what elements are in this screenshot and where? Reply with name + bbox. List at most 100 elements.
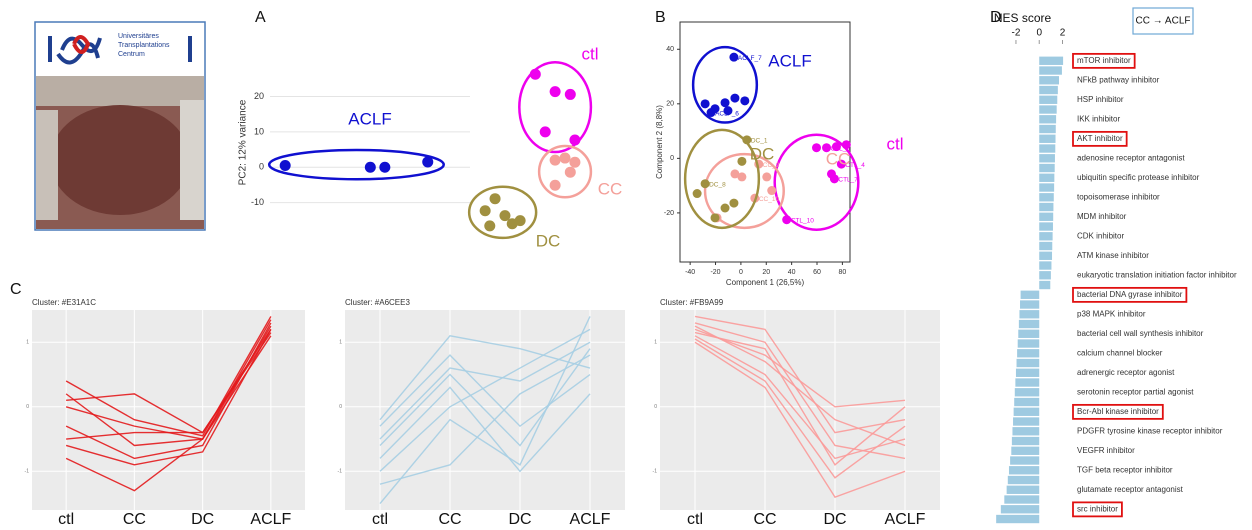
y-tick-label: -20	[664, 210, 674, 217]
point	[831, 142, 841, 152]
cluster-line	[379, 328, 591, 472]
category-label: topoisomerase inhibitor	[1077, 192, 1160, 201]
x-tick-label: -20	[710, 269, 720, 276]
category-label: Bcr-Abl kinase inhibitor	[1077, 407, 1159, 416]
point-label: CTL_10	[791, 217, 815, 224]
highlight-box	[1072, 52, 1136, 69]
panel-label: A	[255, 9, 266, 26]
x-tick-label: CC	[438, 511, 461, 528]
category-label: VEGFR inhibitor	[1077, 446, 1135, 455]
x-tick-label: 60	[813, 269, 821, 276]
bar	[1039, 280, 1051, 290]
x-tick-label: ctl	[372, 511, 388, 528]
category-label: NFkB pathway inhibitor	[1077, 75, 1160, 84]
point	[706, 108, 716, 118]
group-ellipse	[518, 61, 593, 154]
category-label: glutamate receptor antagonist	[1077, 485, 1184, 494]
point	[549, 179, 561, 191]
point	[729, 198, 739, 208]
point	[740, 96, 750, 106]
cluster-line	[65, 325, 272, 447]
category-label: adrenergic receptor agonist	[1077, 368, 1175, 377]
category-label: bacterial cell wall synthesis inhibitor	[1077, 329, 1204, 338]
point	[539, 126, 551, 138]
cluster-line	[379, 316, 591, 504]
bar	[1017, 339, 1040, 348]
cluster-line	[694, 338, 906, 479]
cluster-line	[65, 316, 272, 437]
cluster-title: Cluster: #A6CEE3	[345, 298, 410, 307]
annotation-box	[1132, 7, 1194, 35]
bar	[1012, 427, 1040, 436]
bar	[1007, 475, 1040, 485]
bar	[1018, 319, 1040, 329]
bar	[1039, 173, 1055, 182]
cluster-line	[694, 331, 906, 466]
point	[836, 159, 846, 169]
bar	[1016, 358, 1040, 368]
highlight-box	[1072, 501, 1123, 518]
group-label: DC	[536, 231, 561, 250]
category-label: AKT inhibitor	[1077, 134, 1123, 143]
point	[762, 172, 772, 182]
point	[822, 143, 832, 153]
point	[841, 140, 851, 150]
cluster-title: Cluster: #FB9A99	[660, 298, 724, 307]
cluster-line	[65, 319, 272, 440]
category-label: bacterial DNA gyrase inhibitor	[1077, 290, 1183, 299]
x-tick-label: DC	[191, 511, 214, 528]
bar	[1020, 300, 1040, 309]
logo-text: Transplantations	[118, 42, 170, 49]
point-label: CC_2	[763, 162, 780, 169]
category-label: calcium channel blocker	[1077, 348, 1163, 357]
logo-text: Universitäres	[118, 33, 159, 40]
category-label: mTOR inhibitor	[1077, 56, 1131, 65]
point	[569, 134, 581, 146]
bar	[1018, 329, 1040, 338]
photo-drape-right	[180, 100, 204, 220]
bar	[1013, 417, 1040, 426]
x-tick-label: DC	[823, 511, 846, 528]
y-axis-label: PC2: 12% variance	[238, 99, 249, 185]
point	[422, 156, 434, 168]
category-label: PDGFR tyrosine kinase receptor inhibitor	[1077, 426, 1223, 435]
point-label: CC_10	[759, 196, 780, 203]
category-label: CDK inhibitor	[1077, 231, 1124, 240]
group-label: DC	[750, 144, 775, 163]
category-label: TGF beta receptor inhibitor	[1077, 465, 1173, 474]
point	[499, 210, 511, 222]
point	[564, 166, 576, 178]
bar	[1039, 202, 1054, 212]
bar	[1010, 456, 1040, 465]
bar	[1039, 232, 1053, 241]
bar	[1006, 485, 1040, 494]
point	[559, 152, 571, 164]
point-label: CTL_4	[845, 162, 865, 169]
point	[484, 220, 496, 232]
logo-mark	[48, 36, 192, 65]
bar	[1039, 95, 1058, 104]
y-tick-label: 1	[654, 340, 657, 346]
bar	[1013, 407, 1040, 416]
photo-organ	[50, 105, 190, 215]
x-tick-label: 2	[1060, 28, 1066, 39]
group-label: CC	[826, 149, 851, 168]
category-label: MDM inhibitor	[1077, 212, 1127, 221]
point	[720, 203, 730, 213]
point	[730, 93, 740, 103]
y-tick-label: 0	[339, 404, 342, 410]
logo-mark-red	[72, 35, 91, 54]
highlight-box	[1072, 403, 1164, 420]
y-tick-label: 40	[666, 46, 674, 53]
bar	[1011, 446, 1040, 455]
point	[569, 156, 581, 168]
category-label: IKK inhibitor	[1077, 114, 1120, 123]
group-label: CC	[598, 179, 623, 198]
x-tick-label: ACLF	[250, 511, 291, 528]
bar	[1011, 436, 1040, 446]
bar	[1039, 261, 1052, 270]
y-tick-label: 0	[670, 155, 674, 162]
bar	[1039, 241, 1053, 251]
cluster-line	[694, 335, 906, 460]
